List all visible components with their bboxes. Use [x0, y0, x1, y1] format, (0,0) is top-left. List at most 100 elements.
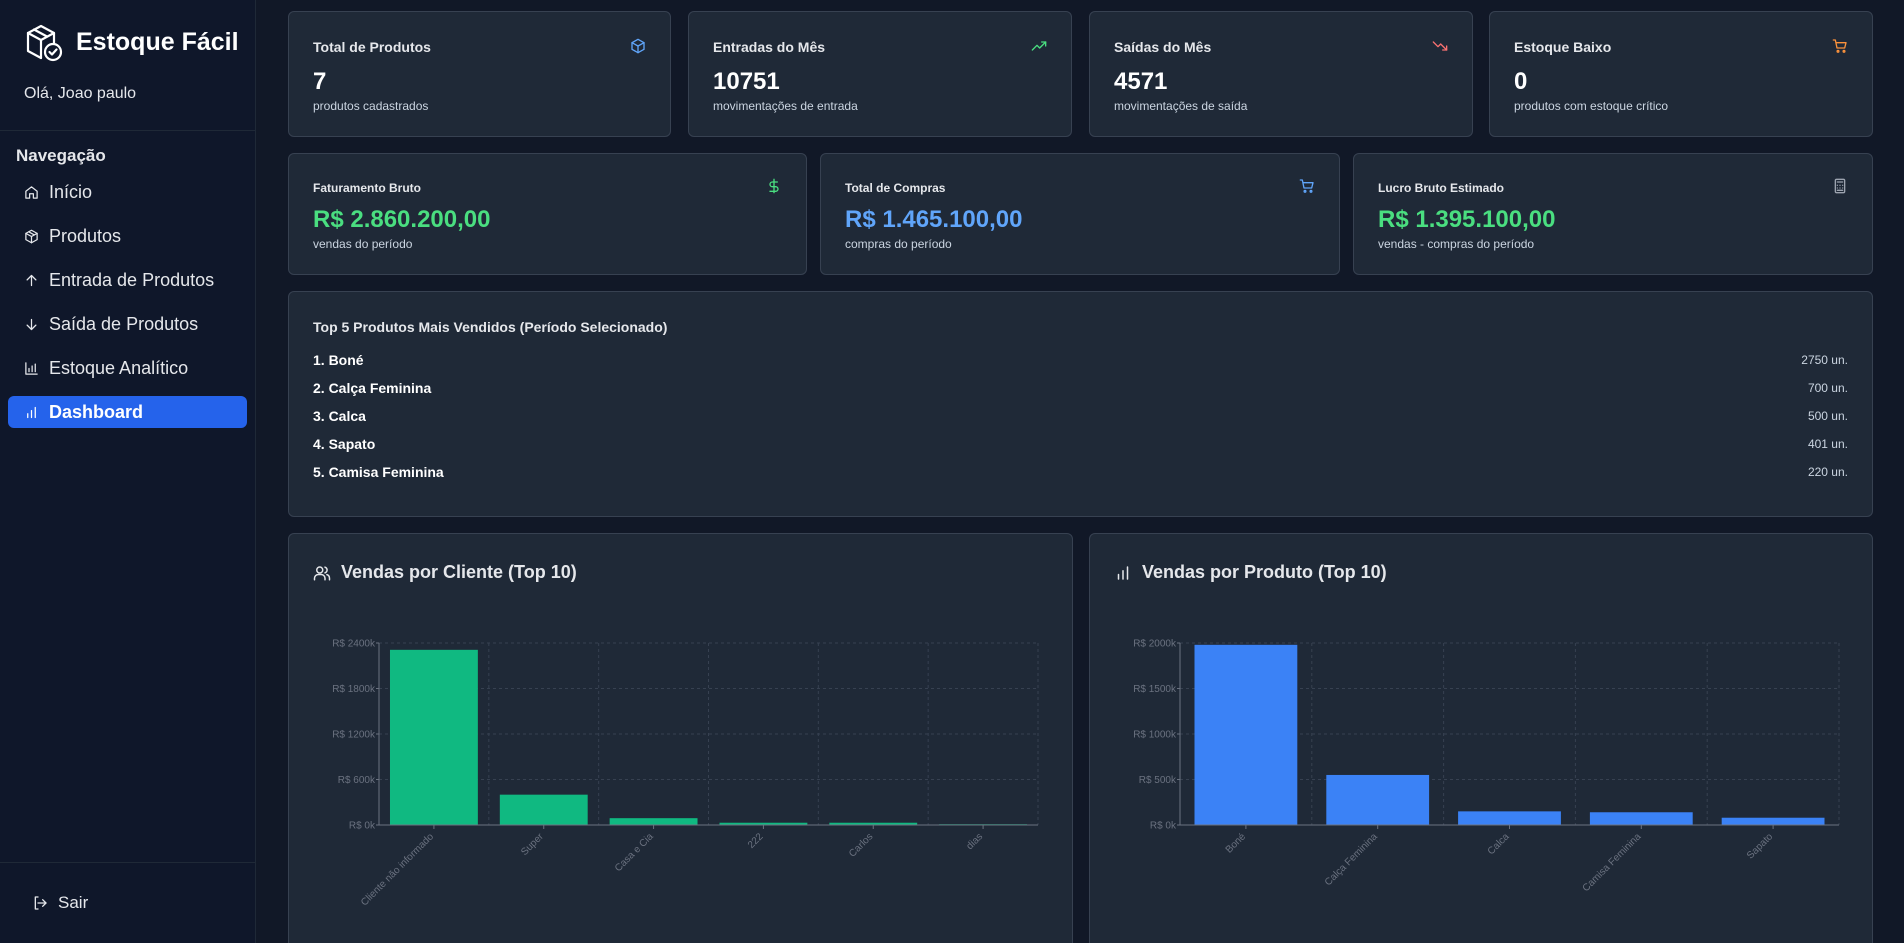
x-tick-label: Casa e Cia — [613, 831, 656, 874]
finance-value: R$ 1.395.100,00 — [1378, 206, 1556, 233]
bar[interactable] — [1589, 812, 1693, 825]
bar[interactable] — [389, 649, 478, 825]
bar[interactable] — [1721, 817, 1825, 825]
sidebar-item-inicio[interactable]: Início — [8, 176, 247, 208]
chart-header: Vendas por Cliente (Top 10) — [313, 562, 577, 583]
product-name: 3. Calca — [313, 408, 366, 424]
trending-up-icon — [1031, 41, 1047, 51]
brand[interactable]: Estoque Fácil — [24, 22, 239, 62]
bar[interactable] — [719, 822, 808, 825]
bar[interactable] — [1194, 644, 1298, 825]
sidebar-item-label: Saída de Produtos — [49, 313, 199, 334]
sidebar-item-label: Dashboard — [49, 401, 144, 422]
stat-value: 7 — [313, 68, 327, 95]
finance-value: R$ 1.465.100,00 — [845, 206, 1023, 233]
stat-subtitle: produtos cadastrados — [313, 99, 429, 113]
product-name: 1. Boné — [313, 352, 364, 368]
nav-title: Navegação — [16, 146, 106, 165]
sidebar: Estoque Fácil Olá, Joao paulo Navegação … — [0, 0, 256, 943]
x-tick-label: Carlos — [847, 831, 875, 859]
product-qty: 2750 un. — [1801, 353, 1848, 367]
stat-value: 10751 — [713, 68, 780, 95]
products-bar-chart: R$ 0k R$ 500k R$ 1000k R$ 1500k R$ 2000k Boné… — [1133, 639, 1840, 894]
chart-header: Vendas por Produto (Top 10) — [1114, 562, 1387, 583]
stat-subtitle: produtos com estoque crítico — [1514, 99, 1669, 113]
stat-title: Estoque Baixo — [1514, 39, 1612, 55]
y-tick-label: R$ 0k — [349, 821, 376, 832]
list-item: 2. Calça Feminina 700 un. — [313, 378, 1848, 398]
y-tick-label: R$ 1000k — [1133, 730, 1177, 741]
bar[interactable] — [829, 822, 918, 825]
sidebar-item-saida[interactable]: Saída de Produtos — [8, 308, 247, 340]
y-tick-label: R$ 2000k — [1133, 639, 1177, 650]
product-name: 5. Camisa Feminina — [313, 464, 444, 480]
logout-button[interactable]: Sair — [32, 893, 88, 913]
stat-value: 0 — [1514, 68, 1528, 95]
finance-card-lucro: Lucro Bruto Estimado R$ 1.395.100,00 ven… — [1353, 153, 1873, 275]
sidebar-item-label: Entrada de Produtos — [49, 269, 215, 290]
arrow-up-icon — [26, 274, 37, 286]
finance-title: Total de Compras — [845, 181, 946, 195]
finance-value: R$ 2.860.200,00 — [313, 206, 491, 233]
trending-down-icon — [1432, 41, 1448, 51]
list-item: 1. Boné 2750 un. — [313, 350, 1848, 370]
x-tick-label: Cliente não informado — [359, 831, 436, 908]
shopping-cart-icon — [1832, 39, 1847, 53]
sidebar-item-estoque-analitico[interactable]: Estoque Analítico — [8, 352, 247, 384]
finance-subtitle: compras do período — [845, 237, 952, 251]
stat-card-saidas: Saídas do Mês 4571 movimentações de saíd… — [1089, 11, 1473, 137]
bar-chart-icon — [25, 361, 38, 375]
product-qty: 700 un. — [1807, 381, 1848, 395]
x-tick-label: Camisa Feminina — [1581, 831, 1644, 894]
top-products-card: Top 5 Produtos Mais Vendidos (Período Se… — [288, 291, 1873, 517]
product-name: 2. Calça Feminina — [313, 380, 432, 396]
sidebar-item-label: Produtos — [49, 225, 122, 246]
stat-subtitle: movimentações de saída — [1114, 99, 1248, 113]
app-name: Estoque Fácil — [76, 27, 239, 56]
product-qty: 220 un. — [1807, 465, 1848, 479]
chart-card-products: R$ 0k R$ 500k R$ 1000k R$ 1500k R$ 2000k Boné… — [1089, 533, 1873, 943]
y-tick-label: R$ 0k — [1150, 821, 1177, 832]
users-icon — [313, 565, 331, 580]
sidebar-item-produtos[interactable]: Produtos — [8, 220, 247, 252]
bar[interactable] — [1458, 811, 1561, 825]
calculator-icon — [1834, 178, 1846, 194]
bar-chart-small-icon — [27, 406, 36, 418]
y-tick-label: R$ 1200k — [332, 730, 376, 741]
bar[interactable] — [1326, 774, 1430, 825]
product-name: 4. Sapato — [313, 436, 376, 452]
y-tick-label: R$ 500k — [1139, 775, 1177, 786]
x-tick-label: Calça Feminina — [1323, 831, 1380, 888]
finance-title: Lucro Bruto Estimado — [1378, 181, 1505, 195]
x-tick-label: Sapato — [1745, 831, 1775, 861]
bar[interactable] — [499, 794, 588, 825]
x-tick-label: 222 — [746, 831, 766, 851]
x-tick-label: Super — [519, 831, 546, 858]
stat-title: Total de Produtos — [313, 39, 431, 55]
sidebar-divider — [0, 130, 256, 131]
sidebar-item-label: Estoque Analítico — [49, 357, 189, 378]
box-check-logo-icon — [26, 24, 63, 62]
list-item: 4. Sapato 401 un. — [313, 434, 1848, 454]
sidebar-item-dashboard[interactable]: Dashboard — [8, 396, 247, 428]
chart-title: Vendas por Produto (Top 10) — [1142, 562, 1387, 582]
chart-title: Vendas por Cliente (Top 10) — [341, 562, 577, 582]
x-tick-label: Boné — [1224, 831, 1249, 856]
user-greeting: Olá, Joao paulo — [24, 85, 137, 102]
y-tick-label: R$ 1500k — [1133, 684, 1177, 695]
sidebar-nav: Início Produtos Entrada de Produtos Saíd… — [8, 176, 247, 440]
stat-value: 4571 — [1114, 68, 1168, 95]
home-icon — [25, 185, 38, 199]
clients-bar-chart: R$ 0k R$ 600k R$ 1200k R$ 1800k R$ 2400k Clie… — [332, 639, 1039, 908]
finance-subtitle: vendas - compras do período — [1378, 237, 1535, 251]
bar[interactable] — [609, 818, 698, 825]
sidebar-bottom-divider — [0, 862, 256, 863]
y-tick-label: R$ 1800k — [332, 684, 376, 695]
finance-card-compras: Total de Compras R$ 1.465.100,00 compras… — [820, 153, 1340, 275]
list-item: 3. Calca 500 un. — [313, 406, 1848, 426]
top-products-title: Top 5 Produtos Mais Vendidos (Período Se… — [313, 319, 668, 335]
shopping-cart-icon — [1299, 179, 1314, 193]
stat-title: Entradas do Mês — [713, 39, 826, 55]
sidebar-item-entrada[interactable]: Entrada de Produtos — [8, 264, 247, 296]
product-qty: 500 un. — [1807, 409, 1848, 423]
